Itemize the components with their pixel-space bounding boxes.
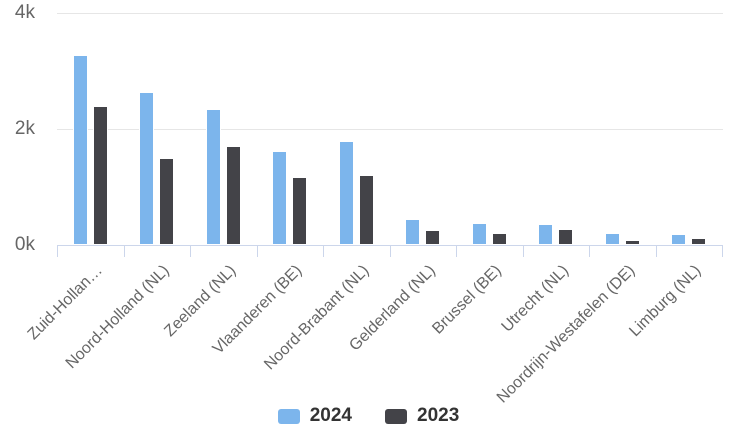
bar-2024[interactable] (72, 55, 88, 245)
legend: 2024 2023 (0, 405, 737, 427)
legend-item-2023[interactable]: 2023 (385, 405, 459, 427)
bar-2024[interactable] (471, 222, 487, 245)
y-axis-label: 2k (14, 118, 35, 139)
legend-item-2024[interactable]: 2024 (277, 405, 352, 427)
x-axis-tick (57, 246, 58, 257)
bar-2024[interactable] (338, 140, 354, 245)
bar-2023[interactable] (92, 105, 108, 245)
bar-2024[interactable] (272, 151, 288, 245)
x-axis-tick (389, 246, 391, 257)
x-axis-tick (123, 246, 125, 257)
x-axis-label: Noordrijn-Westafelen (DE) (493, 262, 639, 407)
x-axis-tick (589, 246, 590, 257)
legend-swatch-2023 (385, 408, 407, 424)
bar-2023[interactable] (624, 239, 640, 245)
bar-2024[interactable] (205, 108, 221, 245)
x-axis-tick (456, 246, 457, 257)
bar-2024[interactable] (538, 224, 554, 245)
bar-2023[interactable] (425, 229, 441, 245)
y-axis-label: 4k (14, 2, 35, 23)
legend-label-2024: 2024 (309, 405, 352, 426)
x-axis-line (57, 245, 723, 246)
x-axis-tick (655, 246, 657, 257)
x-axis-tick (190, 246, 191, 257)
legend-swatch-2024 (277, 408, 300, 424)
y-axis-label: 0k (14, 234, 35, 255)
x-axis-tick (323, 246, 324, 257)
bar-2023[interactable] (558, 228, 574, 245)
bar-2024[interactable] (405, 218, 421, 245)
bar-2024[interactable] (604, 232, 620, 245)
bar-2023[interactable] (491, 232, 507, 245)
bar-2023[interactable] (691, 238, 707, 245)
gridline (57, 13, 723, 14)
bar-2023[interactable] (159, 158, 175, 245)
bar-2023[interactable] (292, 177, 308, 245)
x-axis-tick (256, 246, 258, 257)
bar-2024[interactable] (671, 233, 687, 245)
bar-2024[interactable] (139, 91, 155, 245)
x-axis-tick (722, 246, 723, 257)
bar-2023[interactable] (358, 175, 374, 245)
bar-2023[interactable] (225, 146, 241, 245)
x-axis-label: Brussel (BE) (429, 262, 506, 338)
x-axis-tick (522, 246, 524, 257)
gridline (57, 129, 723, 130)
legend-label-2023: 2023 (417, 405, 460, 426)
